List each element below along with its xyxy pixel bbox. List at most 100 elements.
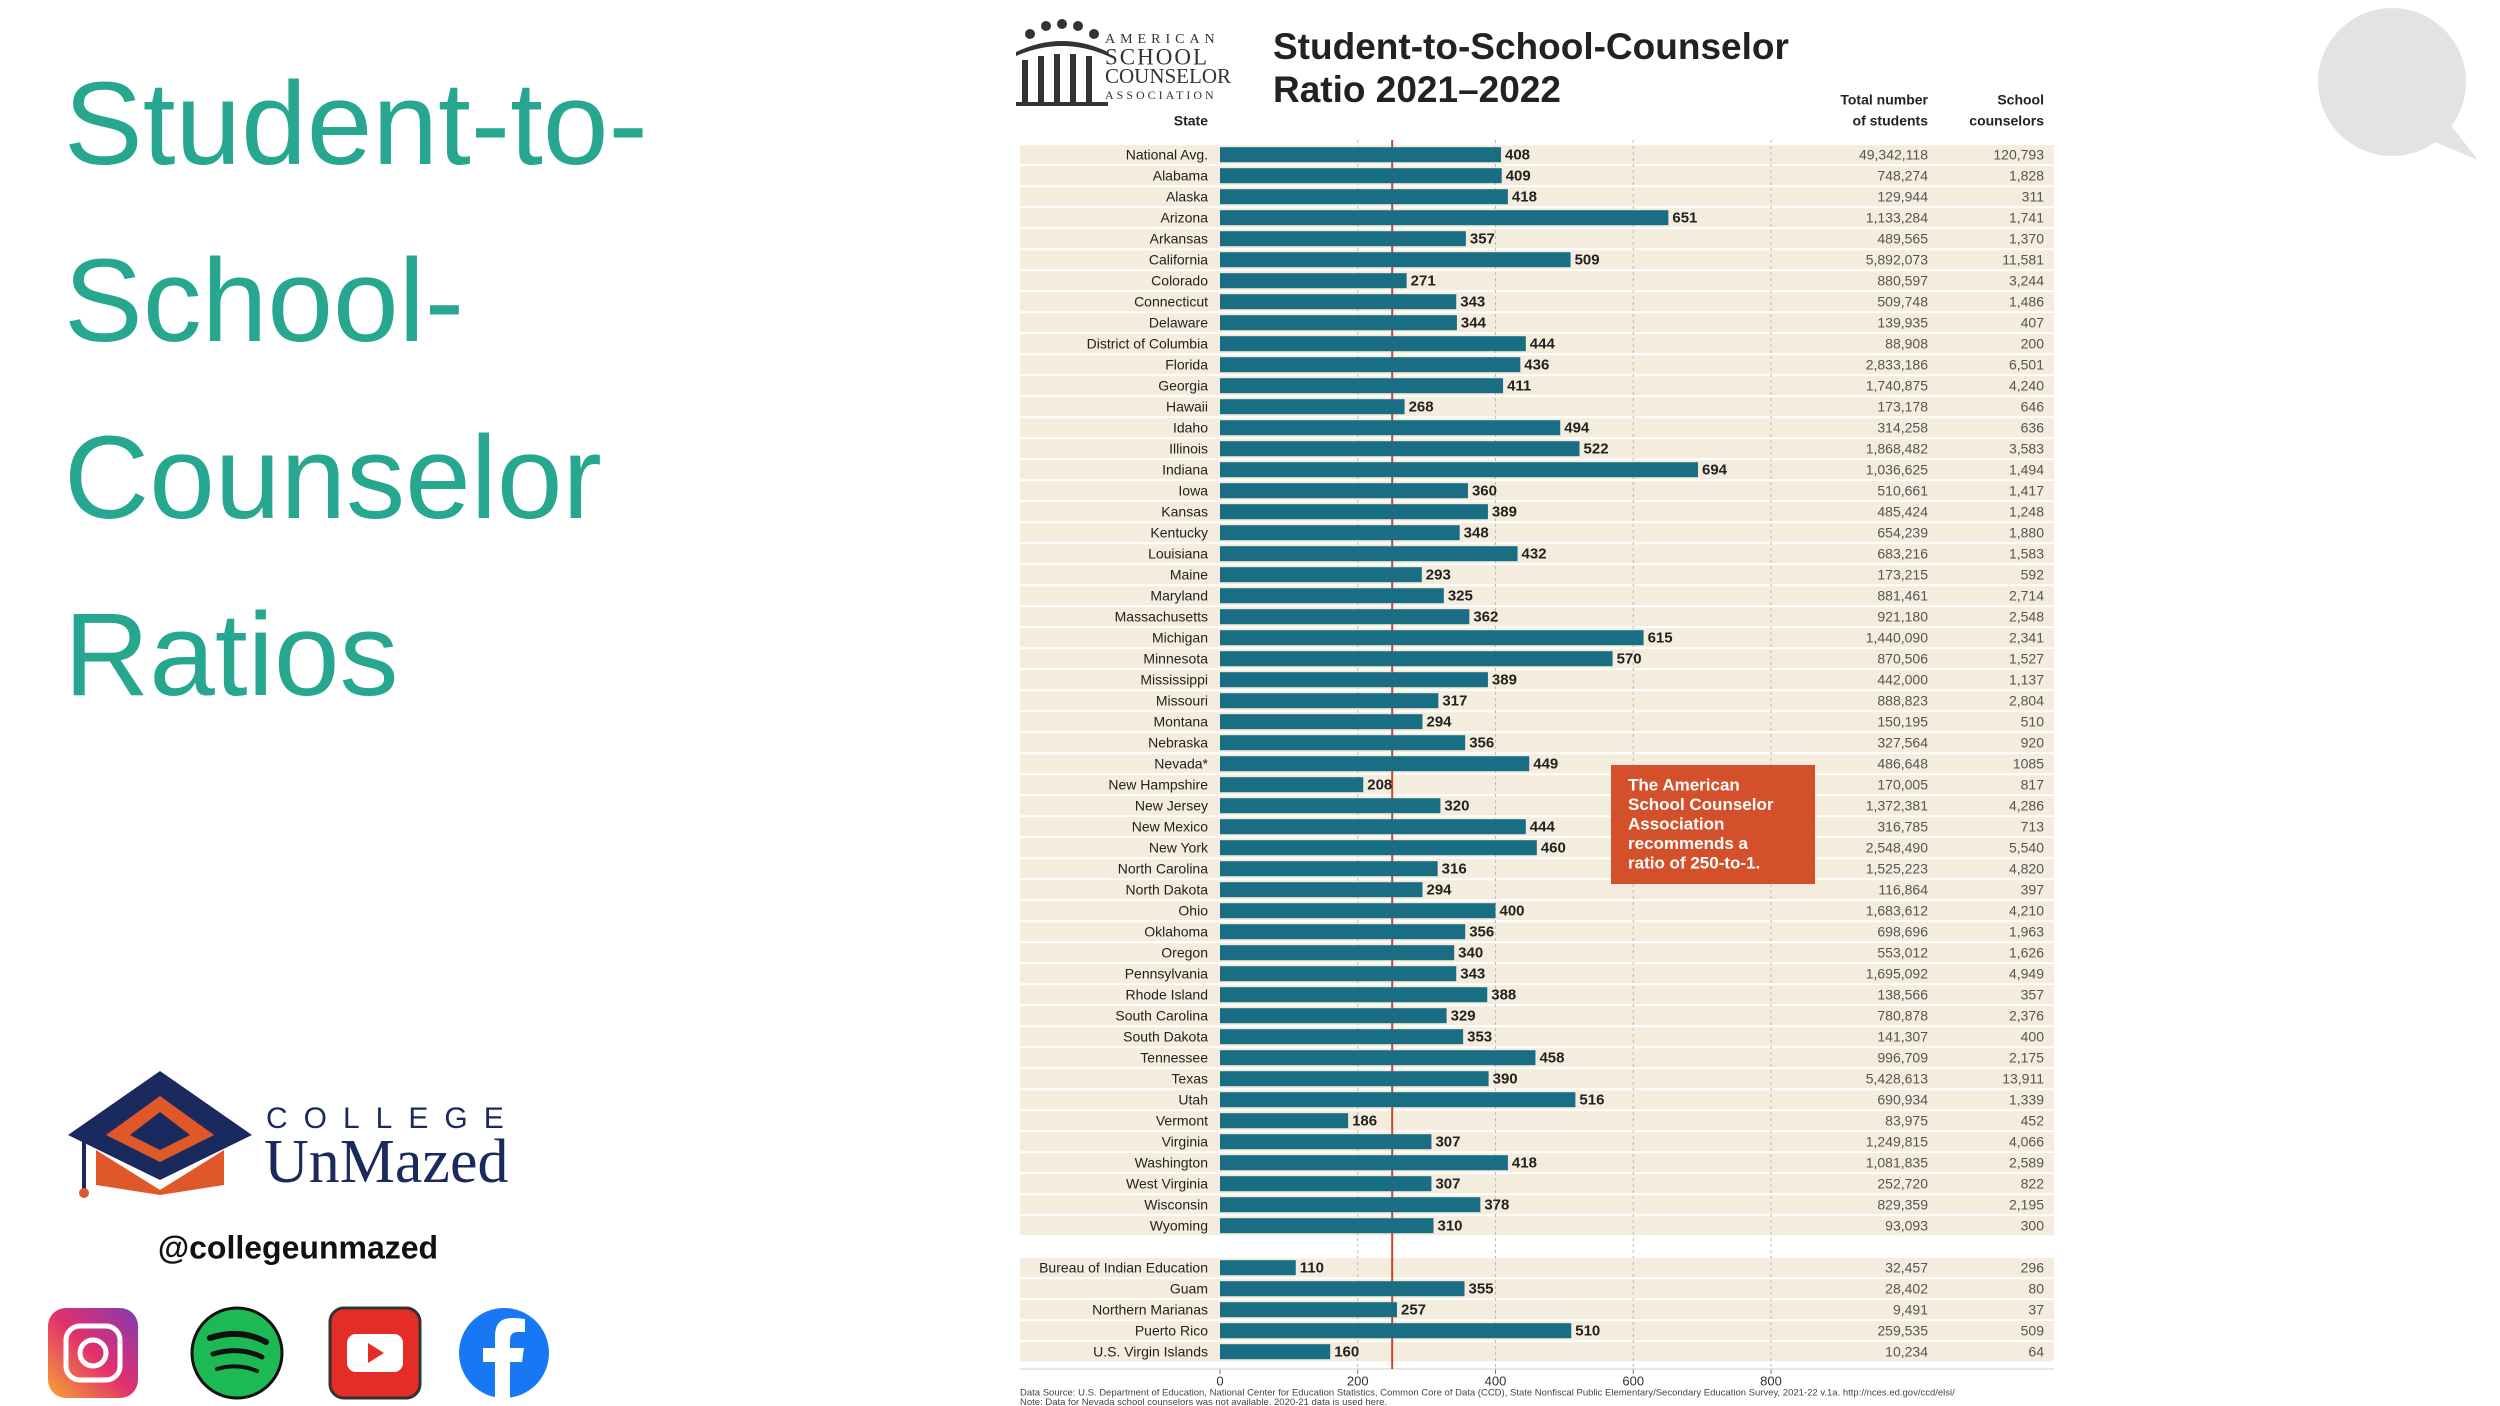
table-cell: 1085: [2013, 755, 2044, 771]
table-cell: 553,012: [1877, 944, 1928, 960]
table-cell: 37: [2028, 1301, 2044, 1317]
category-label: Alaska: [1166, 188, 1208, 204]
table-cell: 314,258: [1877, 419, 1928, 435]
logo-text: COUNSELOR: [1105, 64, 1231, 88]
value-label: 343: [1460, 966, 1485, 983]
category-label: Kentucky: [1150, 524, 1208, 540]
category-label: Tennessee: [1140, 1049, 1208, 1065]
instagram-icon[interactable]: [48, 1308, 138, 1398]
table-cell: 1,137: [2009, 671, 2044, 687]
table-cell: 4,949: [2009, 965, 2044, 981]
bar: [1220, 189, 1508, 205]
annotation-box: [1611, 765, 1815, 884]
x-tick-label: 600: [1622, 1373, 1644, 1388]
bar: [1220, 672, 1488, 688]
logo-text: ASSOCIATION: [1105, 88, 1217, 102]
table-cell: 5,428,613: [1866, 1070, 1928, 1086]
table-cell: 10,234: [1885, 1343, 1928, 1359]
value-label: 651: [1672, 210, 1697, 227]
table-cell: 6,501: [2009, 356, 2044, 372]
table-cell: 1,695,092: [1866, 965, 1928, 981]
value-label: 522: [1584, 441, 1609, 458]
value-label: 389: [1492, 672, 1517, 689]
category-label: Wisconsin: [1144, 1196, 1208, 1212]
table-cell: 452: [2021, 1112, 2045, 1128]
slide-title: Counselor: [64, 412, 602, 544]
category-header: State: [1174, 113, 1208, 129]
bar: [1220, 210, 1669, 226]
table-cell: 996,709: [1877, 1049, 1928, 1065]
category-label: Northern Marianas: [1092, 1301, 1208, 1317]
table-cell: 1,828: [2009, 167, 2044, 183]
youtube-icon[interactable]: [328, 1306, 422, 1400]
bar: [1220, 1155, 1508, 1171]
table-cell: 173,178: [1877, 398, 1928, 414]
source-note: Note: Data for Nevada school counselors …: [1020, 1397, 1387, 1406]
value-label: 615: [1648, 630, 1673, 647]
handle: @collegeunmazed: [158, 1229, 438, 1265]
category-label: Ohio: [1178, 902, 1208, 918]
bar: [1220, 1323, 1572, 1339]
table-cell: 327,564: [1877, 734, 1928, 750]
category-label: Illinois: [1169, 440, 1208, 456]
bar: [1220, 630, 1644, 646]
value-label: 449: [1533, 756, 1558, 773]
value-label: 432: [1522, 546, 1547, 563]
bar: [1220, 1218, 1434, 1234]
table-cell: 116,864: [1878, 881, 1928, 897]
bar: [1220, 735, 1466, 751]
bar: [1220, 966, 1457, 982]
chart-title: Student-to-School-Counselor: [1273, 26, 1789, 67]
category-label: Kansas: [1161, 503, 1208, 519]
category-label: Nebraska: [1148, 734, 1208, 750]
category-label: Minnesota: [1143, 650, 1208, 666]
category-label: Mississippi: [1140, 671, 1208, 687]
bar: [1220, 1134, 1432, 1150]
table-cell: 300: [2021, 1217, 2045, 1233]
column-header: counselors: [1969, 113, 2044, 129]
table-cell: 2,376: [2009, 1007, 2044, 1023]
category-label: California: [1149, 251, 1208, 267]
category-label: Florida: [1165, 356, 1208, 372]
bar: [1220, 1344, 1331, 1360]
table-cell: 80: [2028, 1280, 2044, 1296]
table-cell: 1,248: [2009, 503, 2044, 519]
table-cell: 2,548: [2009, 608, 2044, 624]
table-cell: 11,581: [2002, 251, 2044, 267]
bar: [1220, 378, 1504, 394]
table-cell: 316,785: [1877, 818, 1928, 834]
table-cell: 822: [2021, 1175, 2045, 1191]
value-label: 353: [1467, 1029, 1492, 1046]
facebook-icon[interactable]: [459, 1308, 549, 1398]
chart-title: Ratio 2021–2022: [1273, 69, 1561, 110]
table-cell: 1,740,875: [1866, 377, 1928, 393]
slide-title: Ratios: [64, 589, 398, 721]
bar: [1220, 168, 1502, 184]
table-cell: 780,878: [1877, 1007, 1928, 1023]
bar: [1220, 945, 1455, 961]
category-label: Missouri: [1156, 692, 1208, 708]
x-tick-label: 400: [1485, 1373, 1507, 1388]
table-cell: 252,720: [1877, 1175, 1928, 1191]
logo-text: AMERICAN: [1105, 32, 1220, 47]
spotify-icon[interactable]: [190, 1306, 284, 1400]
table-cell: 1,868,482: [1866, 440, 1928, 456]
table-cell: 259,535: [1877, 1322, 1928, 1338]
value-label: 307: [1435, 1134, 1460, 1151]
brand-bottom: UnMazed: [264, 1128, 508, 1196]
table-cell: 888,823: [1877, 692, 1928, 708]
category-label: Maine: [1170, 566, 1208, 582]
category-label: Georgia: [1158, 377, 1208, 393]
column-header: Total number: [1840, 92, 1928, 108]
table-cell: 32,457: [1885, 1259, 1928, 1275]
value-label: 356: [1469, 924, 1494, 941]
value-label: 208: [1367, 777, 1392, 794]
table-cell: 1,741: [2009, 209, 2044, 225]
value-label: 356: [1469, 735, 1494, 752]
value-label: 355: [1469, 1281, 1494, 1298]
category-label: South Carolina: [1115, 1007, 1208, 1023]
bar: [1220, 903, 1496, 919]
logo-text: SCHOOL: [1105, 44, 1209, 69]
table-cell: 13,911: [2002, 1070, 2044, 1086]
table-cell: 4,066: [2009, 1133, 2044, 1149]
